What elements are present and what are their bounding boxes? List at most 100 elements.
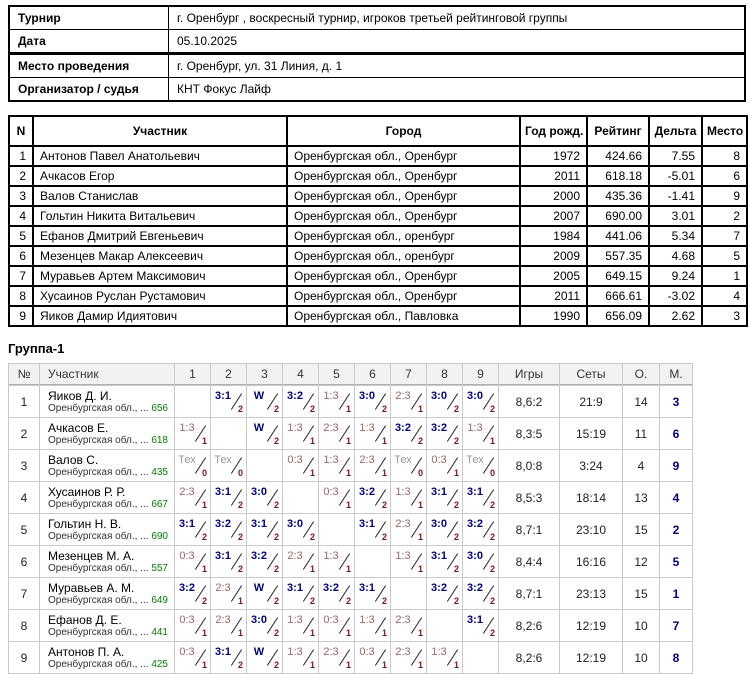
participant-name: Муравьев Артем Максимович bbox=[32, 265, 288, 287]
match-score: 3:0 bbox=[251, 486, 267, 498]
participant-region: Оренбургская обл., ... bbox=[48, 466, 149, 478]
match-result-cell: Тех 0 bbox=[391, 450, 426, 481]
participant-region: Оренбургская обл., ... bbox=[48, 530, 149, 542]
match-score: 3:2 bbox=[467, 518, 483, 530]
match-result-cell: 3:2 2 bbox=[391, 418, 426, 449]
match-points: 2 bbox=[273, 532, 279, 542]
match-result-cell: 3:1 2 bbox=[463, 482, 498, 513]
match-result-cell: 2:3 1 bbox=[211, 610, 246, 641]
participant-rating: 435.36 bbox=[586, 185, 650, 207]
participant-row: 6 Мезенцев Макар Алексеевич Оренбургская о… bbox=[8, 245, 748, 267]
group-participant-cell: Валов С. Оренбургская обл., ... 435 bbox=[40, 450, 174, 481]
participant-num: 1 bbox=[8, 145, 34, 167]
match-points: 2 bbox=[453, 596, 459, 606]
sets-total: 12:19 bbox=[560, 642, 622, 673]
match-result-cell: 3:1 2 bbox=[211, 546, 246, 577]
participant-rating: 656 bbox=[151, 402, 168, 414]
match-points: 2 bbox=[381, 596, 387, 606]
match-score: 0:3 bbox=[323, 614, 339, 626]
participant-region-line: Оренбургская обл., ... 557 bbox=[48, 563, 170, 575]
match-points: 1 bbox=[201, 628, 207, 638]
match-points: 1 bbox=[417, 628, 423, 638]
match-score: 3:2 bbox=[215, 518, 231, 530]
group-row-number: 2 bbox=[9, 418, 39, 449]
match-score: W bbox=[253, 390, 265, 402]
participants-column-header: Город bbox=[286, 115, 521, 147]
participants-column-header: Год рожд. bbox=[519, 115, 588, 147]
match-score: 2:3 bbox=[323, 422, 339, 434]
participant-rating: 667 bbox=[151, 498, 168, 510]
match-score: 0:3 bbox=[359, 646, 375, 658]
match-score: 3:1 bbox=[467, 614, 483, 626]
match-score: Тех bbox=[178, 454, 196, 466]
participant-city: Оренбургская обл., Оренбург bbox=[286, 285, 521, 307]
match-result-cell: Тех 0 bbox=[211, 450, 246, 481]
participant-region: Оренбургская обл., ... bbox=[48, 594, 149, 606]
participant-year: 1972 bbox=[519, 145, 588, 167]
final-place: 9 bbox=[660, 450, 692, 481]
info-row: Организатор / судья КНТ Фокус Лайф bbox=[8, 77, 746, 102]
group-header-row: № Участник 1 2 3 4 5 6 7 8 9 Игры Сеты О. М. bbox=[9, 364, 692, 385]
match-score: 1:3 bbox=[431, 646, 447, 658]
match-score: 1:3 bbox=[359, 422, 375, 434]
match-points: 1 bbox=[417, 500, 423, 510]
info-row: Турнир г. Оренбург , воскресный турнир, и… bbox=[8, 5, 746, 30]
match-score: 3:2 bbox=[431, 582, 447, 594]
participant-delta: -1.41 bbox=[648, 185, 703, 207]
match-points: 1 bbox=[417, 404, 423, 414]
match-points: 1 bbox=[201, 500, 207, 510]
self-cell bbox=[175, 386, 210, 417]
group-row: 1 Яиков Д. И. Оренбургская обл., ... 656 3:1… bbox=[9, 386, 692, 417]
match-points: 2 bbox=[381, 500, 387, 510]
match-score: 2:3 bbox=[359, 454, 375, 466]
group-row: 2 Ачкасов Е. Оренбургская обл., ... 618 1:3 1… bbox=[9, 418, 692, 449]
participant-rating: 649 bbox=[151, 594, 168, 606]
tournament-info-table-bottom: Место проведения г. Оренбург, ул. 31 Лини… bbox=[8, 53, 746, 102]
match-points: 2 bbox=[273, 436, 279, 446]
group-row: 4 Хусаинов Р. Р. Оренбургская обл., ... 667… bbox=[9, 482, 692, 513]
match-score: 3:2 bbox=[467, 582, 483, 594]
group-column-header: № bbox=[9, 364, 39, 385]
self-cell bbox=[319, 514, 354, 545]
participant-rating: 649.15 bbox=[586, 265, 650, 287]
match-score: 0:3 bbox=[179, 550, 195, 562]
match-result-cell: 1:3 1 bbox=[319, 386, 354, 417]
match-score: 1:3 bbox=[323, 454, 339, 466]
match-score: 1:3 bbox=[179, 422, 195, 434]
group-column-header: 1 bbox=[175, 364, 210, 385]
match-result-cell: 0:3 1 bbox=[355, 642, 390, 673]
info-value: г. Оренбург , воскресный турнир, игроков… bbox=[168, 5, 746, 30]
match-result-cell: 3:1 2 bbox=[355, 514, 390, 545]
participant-name: Ачкасов Егор bbox=[32, 165, 288, 187]
final-place: 4 bbox=[660, 482, 692, 513]
group-title: Группа-1 bbox=[8, 341, 65, 356]
match-points: 2 bbox=[201, 596, 207, 606]
match-score: 3:2 bbox=[359, 486, 375, 498]
participant-num: 4 bbox=[8, 205, 34, 227]
final-place: 1 bbox=[660, 578, 692, 609]
match-points: 2 bbox=[453, 500, 459, 510]
match-score: 3:1 bbox=[215, 646, 231, 658]
match-points: 2 bbox=[237, 404, 243, 414]
match-points: 1 bbox=[345, 500, 351, 510]
match-result-cell: Тех 0 bbox=[463, 450, 498, 481]
info-label: Организатор / судья bbox=[8, 77, 169, 102]
participant-short-name: Мезенцев М. А. bbox=[48, 548, 135, 563]
match-result-cell: Тех 0 bbox=[175, 450, 210, 481]
match-score: 2:3 bbox=[395, 518, 411, 530]
match-points: 0 bbox=[201, 468, 207, 478]
match-points: 1 bbox=[345, 468, 351, 478]
match-points: 1 bbox=[345, 404, 351, 414]
participant-rating: 666.61 bbox=[586, 285, 650, 307]
participant-name: Мезенцев Макар Алексеевич bbox=[32, 245, 288, 267]
group-row: 3 Валов С. Оренбургская обл., ... 435 Тех 0 Те… bbox=[9, 450, 692, 481]
match-result-cell: 3:2 2 bbox=[427, 418, 462, 449]
info-row: Место проведения г. Оренбург, ул. 31 Лини… bbox=[8, 53, 746, 78]
participant-row: 8 Хусаинов Руслан Рустамович Оренбургская … bbox=[8, 285, 748, 307]
final-place: 5 bbox=[660, 546, 692, 577]
match-points: 2 bbox=[237, 564, 243, 574]
match-score: 3:0 bbox=[359, 390, 375, 402]
match-points: 1 bbox=[309, 468, 315, 478]
self-cell bbox=[463, 642, 498, 673]
participant-short-name: Яиков Д. И. bbox=[48, 388, 112, 403]
